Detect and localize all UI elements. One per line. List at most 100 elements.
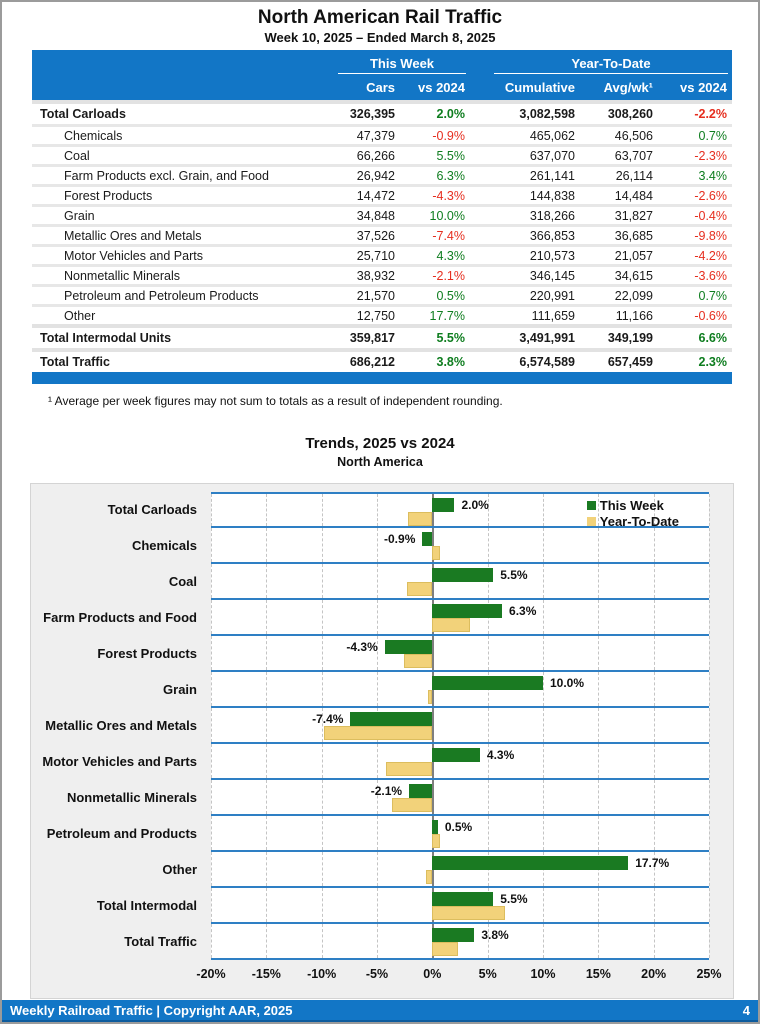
row-label: Farm Products excl. Grain, and Food — [64, 168, 269, 183]
traffic-table-body: Total Carloads 326,395 2.0% 3,082,598 308,26… — [32, 100, 732, 372]
gridline — [543, 564, 544, 598]
row-label: Other — [64, 308, 96, 323]
cell-cumulative: 144,838 — [529, 188, 575, 203]
x-tick-label: 5% — [478, 967, 497, 981]
cell-cumulative: 220,991 — [529, 288, 575, 303]
gridline — [543, 888, 544, 922]
page-title: North American Rail Traffic — [257, 7, 503, 28]
gridline — [598, 708, 600, 742]
legend-swatch-year-to-date-icon — [586, 516, 596, 526]
cell-week-vs-2024: 6.3% — [436, 168, 466, 183]
chart-category-label: Motor Vehicles and Parts — [42, 754, 197, 769]
gridline — [487, 528, 489, 562]
gridline — [653, 924, 655, 958]
bar-year-to-date — [432, 546, 441, 560]
chart-category-label: Other — [162, 862, 197, 877]
gridline — [266, 564, 268, 598]
chart-category-label: Nonmetallic Minerals — [66, 790, 197, 805]
gridline — [266, 528, 268, 562]
cell-ytd-vs-2024: -3.6% — [694, 268, 727, 283]
cell-avg-per-week: 308,260 — [607, 107, 653, 121]
chart-plot-cell: -2.1% — [211, 780, 710, 816]
chart-category-label: Metallic Ores and Metals — [45, 718, 197, 733]
cell-ytd-vs-2024: 0.7% — [698, 288, 728, 303]
chart-row: Total Carloads 2.0% — [31, 492, 710, 528]
gridline — [377, 852, 378, 886]
cell-cars: 359,817 — [349, 331, 395, 345]
bar-value-label: 6.3% — [509, 604, 537, 618]
bar-value-label: -2.1% — [370, 784, 403, 798]
cell-week-vs-2024: 5.5% — [436, 148, 466, 163]
gridline — [211, 744, 212, 778]
cell-cumulative: 261,141 — [529, 168, 575, 183]
col-group-this-week: This Week — [338, 56, 466, 74]
gridline — [487, 780, 489, 814]
gridline — [709, 852, 710, 886]
gridline — [211, 636, 212, 670]
chart-plot-cell: 5.5% — [211, 888, 710, 924]
gridline — [543, 528, 544, 562]
bar-this-week — [432, 568, 494, 582]
bar-year-to-date — [403, 654, 433, 668]
gridline — [211, 708, 212, 742]
cell-ytd-vs-2024: -4.2% — [694, 248, 727, 263]
chart-row: Farm Products and Food 6.3% — [31, 600, 710, 636]
table-row: Total Carloads 326,395 2.0% 3,082,598 308,26… — [32, 100, 732, 124]
chart-row: Total Intermodal 5.5% — [31, 888, 710, 924]
chart-plot-cell: 5.5% — [211, 564, 710, 600]
row-label: Forest Products — [64, 188, 153, 203]
table-row: Total Traffic 686,212 3.8% 6,574,589 657,459… — [32, 348, 732, 372]
x-tick-label: 15% — [585, 967, 611, 981]
gridline — [377, 888, 378, 922]
bar-year-to-date — [432, 618, 470, 632]
cell-week-vs-2024: 10.0% — [429, 208, 465, 223]
gridline — [211, 780, 212, 814]
gridline — [377, 494, 378, 526]
cell-cumulative: 346,145 — [529, 268, 575, 283]
bar-year-to-date — [406, 582, 433, 596]
footer-text: Weekly Railroad Traffic | Copyright AAR,… — [10, 1002, 293, 1018]
chart-x-axis: -20% -15% -10% -5% 0% 5% 10% 15% 20% 25% — [31, 960, 721, 986]
table-row: Forest Products 14,472 -4.3% 144,838 14,484 -… — [32, 184, 732, 204]
x-tick-label: -20% — [196, 967, 226, 981]
gridline — [709, 744, 710, 778]
cell-avg-per-week: 46,506 — [614, 128, 653, 143]
cell-cumulative: 637,070 — [529, 148, 575, 163]
cell-week-vs-2024: -7.4% — [432, 228, 465, 243]
cell-cumulative: 366,853 — [529, 228, 575, 243]
chart-row: Chemicals -0.9% — [31, 528, 710, 564]
x-tick-label: 25% — [696, 967, 722, 981]
gridline — [377, 672, 378, 706]
gridline — [543, 600, 544, 634]
gridline — [377, 636, 378, 670]
row-label: Total Traffic — [40, 355, 110, 369]
footnote: ¹ Average per week figures may not sum t… — [48, 394, 503, 408]
gridline — [598, 636, 600, 670]
chart-plot-cell: -4.3% — [211, 636, 710, 672]
x-tick-label: 10% — [530, 967, 556, 981]
cell-week-vs-2024: 3.8% — [436, 355, 466, 369]
col-header-avg-per-week: Avg/wk¹ — [603, 79, 653, 95]
cell-avg-per-week: 14,484 — [614, 188, 653, 203]
gridline — [598, 924, 600, 958]
bar-this-week — [409, 784, 433, 798]
gridline — [543, 816, 544, 850]
chart-plot-cell: 17.7% — [211, 852, 710, 888]
bar-this-week — [350, 712, 433, 726]
zero-axis-line — [432, 780, 435, 814]
gridline — [321, 744, 323, 778]
chart-plot-cell: 3.8% — [211, 924, 710, 960]
cell-week-vs-2024: 17.7% — [429, 308, 465, 323]
gridline — [709, 600, 710, 634]
gridline — [653, 888, 655, 922]
row-label: Total Carloads — [40, 107, 126, 121]
chart-category-label: Petroleum and Products — [46, 826, 197, 841]
cell-ytd-vs-2024: -0.6% — [694, 308, 727, 323]
bar-this-week — [432, 498, 455, 512]
page-subtitle: Week 10, 2025 – Ended March 8, 2025 — [264, 30, 496, 45]
gridline — [598, 600, 600, 634]
gridline — [653, 494, 655, 526]
gridline — [266, 744, 268, 778]
cell-week-vs-2024: -2.1% — [432, 268, 465, 283]
gridline — [598, 816, 600, 850]
